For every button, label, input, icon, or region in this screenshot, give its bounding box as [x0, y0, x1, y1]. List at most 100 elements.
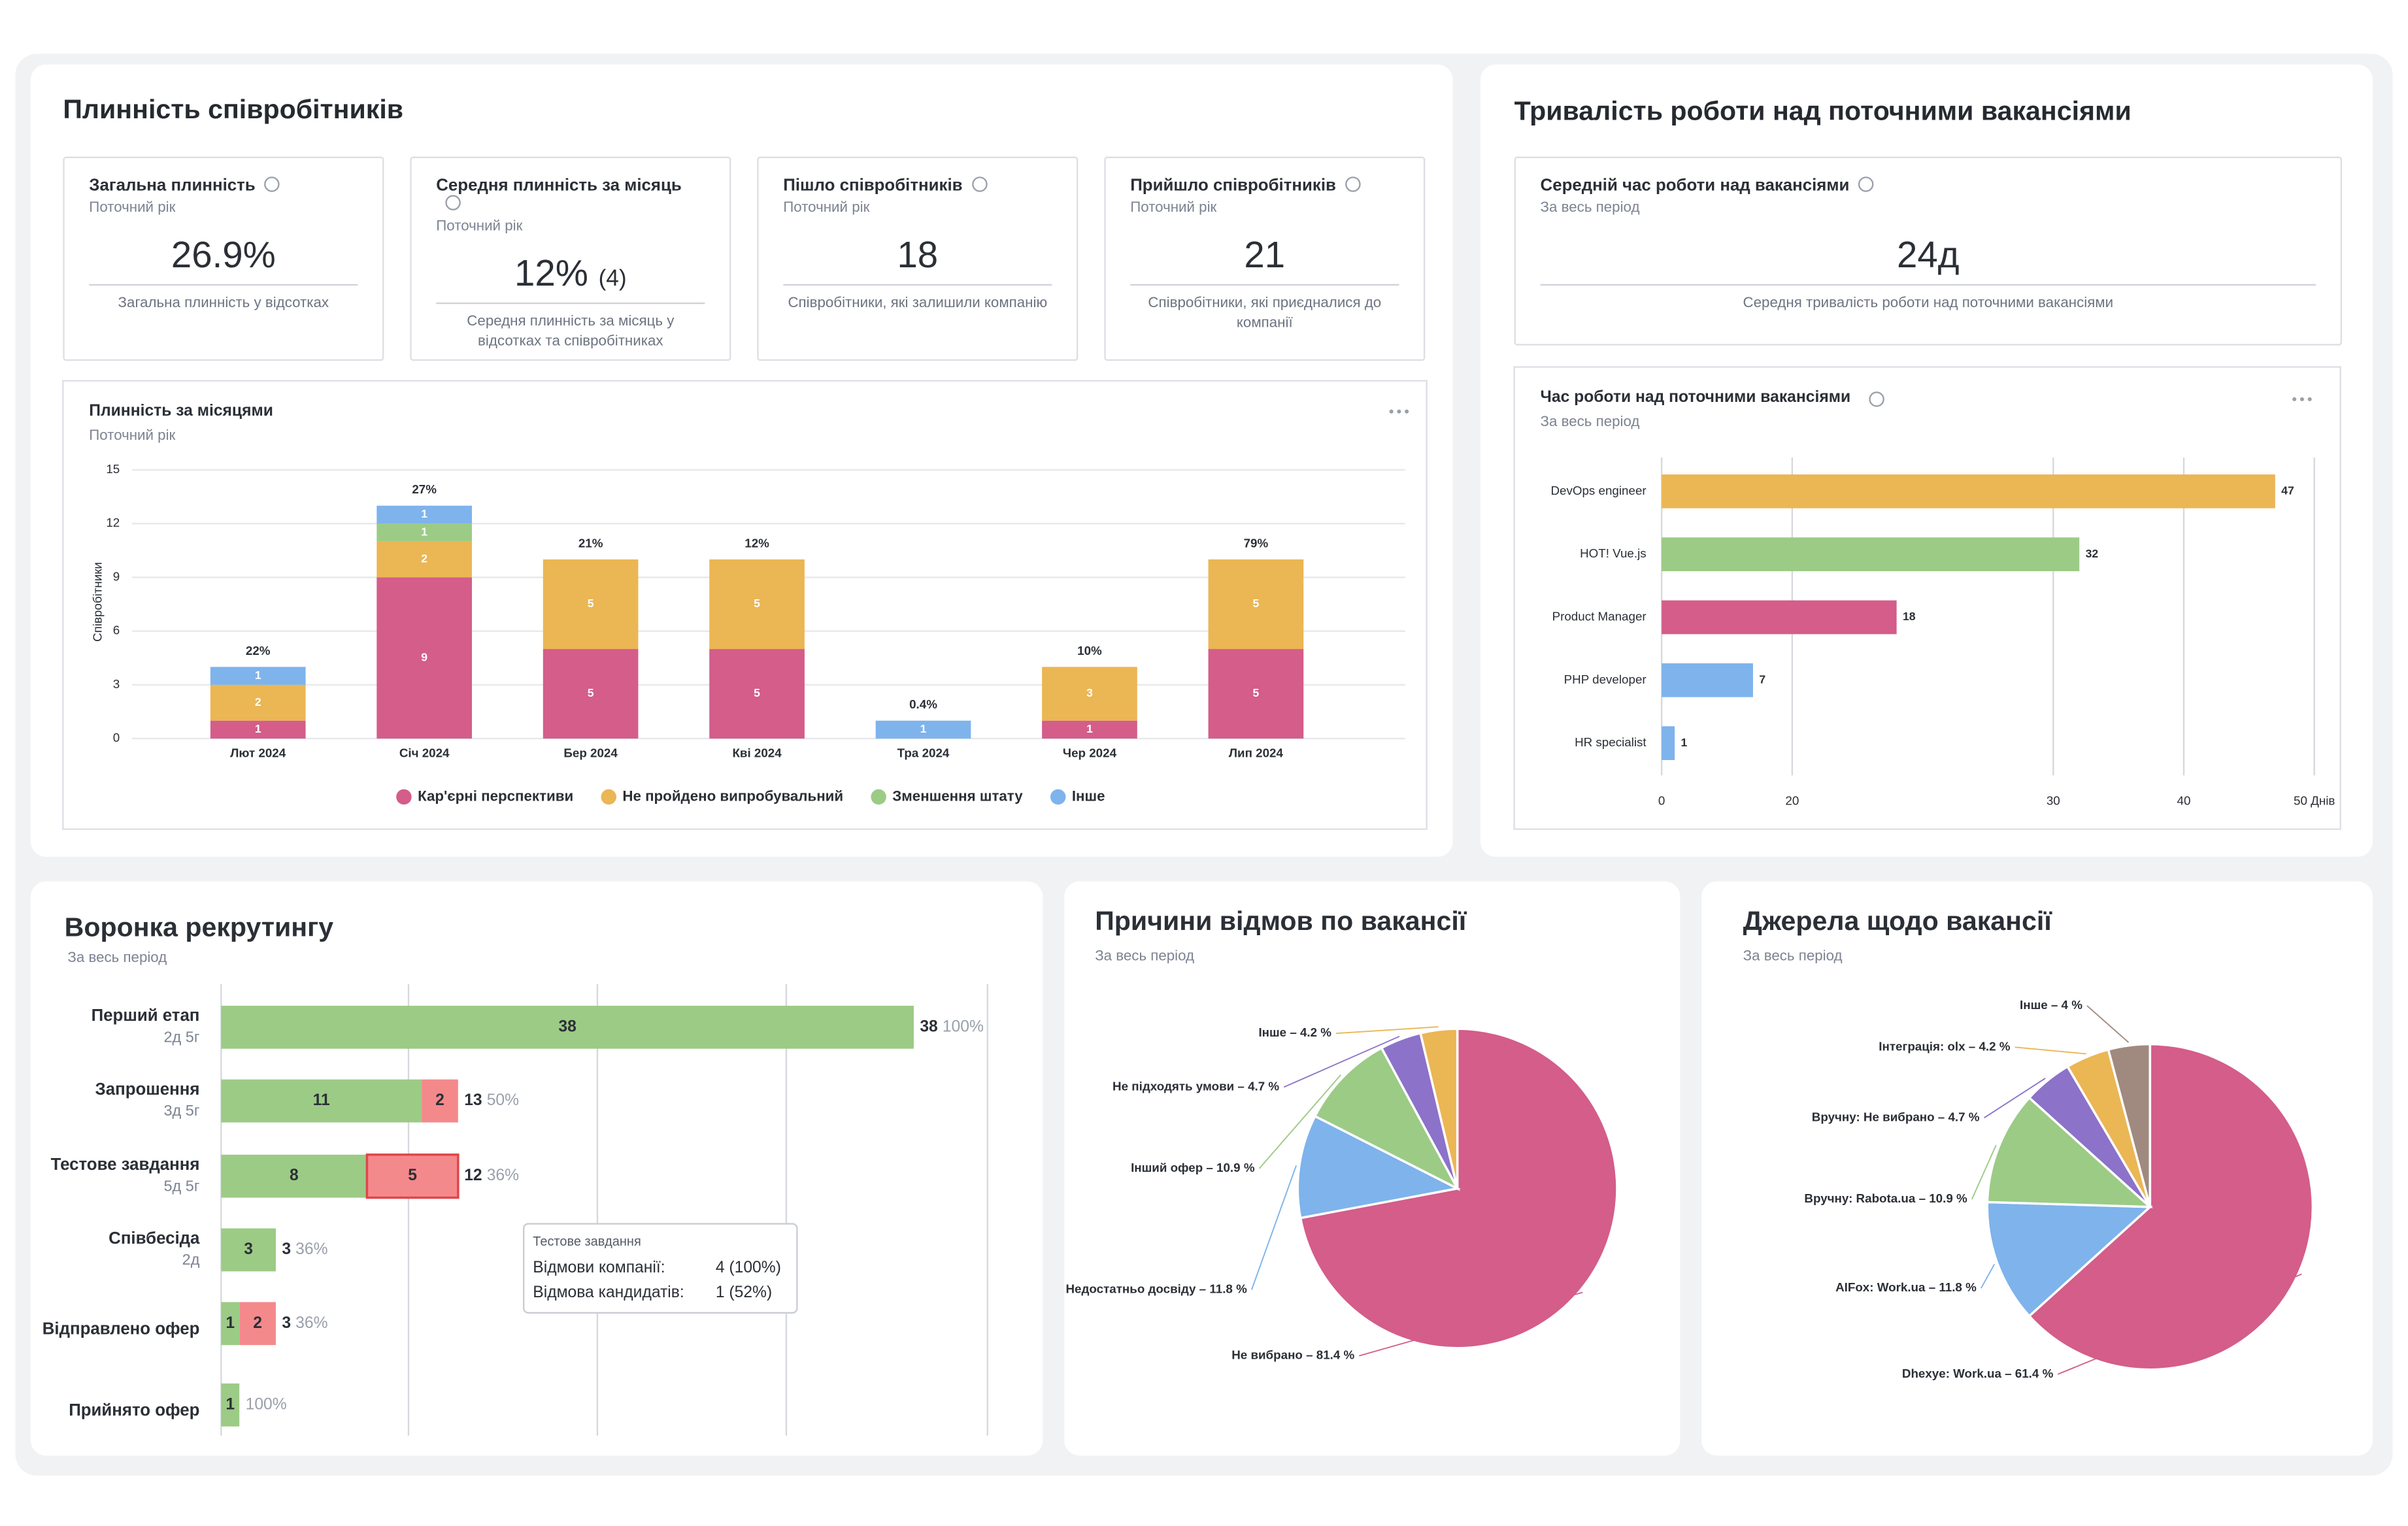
- leader-line: [1359, 1291, 1583, 1357]
- total-label: 13: [464, 1091, 482, 1109]
- pie-slice: [2107, 1042, 2152, 1208]
- value-label: 18: [1903, 610, 1916, 623]
- slice-label: Не вибрано – 81.4 %: [1231, 1348, 1354, 1362]
- kpi-title-text: Середня плинність за місяць: [436, 176, 682, 195]
- segment-label: 1: [920, 722, 927, 735]
- rejected-bar[interactable]: [239, 1302, 276, 1346]
- kpi-title-text: Середній час роботи над вакансіями: [1540, 176, 1850, 195]
- segment-label: 5: [588, 597, 594, 610]
- leader-line: [2057, 1273, 2302, 1375]
- info-icon: [1858, 176, 1875, 192]
- kpi-title-text: Прийшло співробітників: [1130, 176, 1336, 195]
- leader-line: [1971, 1144, 1997, 1200]
- rejected-bar[interactable]: [365, 1153, 460, 1199]
- bar-segment: [543, 559, 639, 650]
- passed-label: 11: [313, 1091, 330, 1109]
- kpi-value-text: 24д: [1896, 235, 1960, 276]
- bar-segment: [875, 720, 971, 739]
- bar: [1662, 537, 2080, 572]
- kpi-period: Поточний рік: [783, 199, 870, 217]
- chart-subtitle: Поточний рік: [89, 427, 175, 443]
- y-axis-label: Співробітники: [90, 562, 104, 642]
- funnel-card: [30, 881, 1043, 1456]
- kpi-value: 18: [783, 235, 1052, 286]
- value-label: 32: [2086, 547, 2099, 560]
- chart-subtitle: За весь період: [1541, 413, 1640, 429]
- pie-slice: [2028, 1042, 2315, 1371]
- x-tick-label: 30: [2047, 793, 2060, 807]
- x-tick-label: 20: [1785, 793, 1799, 807]
- bar-segment: [376, 541, 473, 578]
- kpi-title: Середній час роботи над вакансіями: [1541, 176, 2316, 195]
- kpi-title: Середня плинність за місяць: [436, 176, 705, 213]
- tooltip-title: Тестове завдання: [533, 1235, 641, 1249]
- stage-label: Прийнято офер: [69, 1401, 199, 1419]
- kpi-title-text: Пішло співробітників: [783, 176, 963, 195]
- total-label: 22%: [246, 644, 271, 657]
- category-label: PHP developer: [1564, 672, 1647, 686]
- kpi-value-text: 26.9%: [171, 235, 276, 276]
- y-tick-label: 6: [113, 623, 120, 637]
- info-icon: [1869, 391, 1884, 407]
- kpi-value: 24д: [1540, 235, 2316, 286]
- kpi-period: Поточний рік: [1130, 199, 1217, 217]
- segment-label: 2: [255, 695, 261, 708]
- x-tick-label: Чер 2024: [1063, 746, 1117, 760]
- bar: [1662, 663, 1753, 697]
- rejected-label: 2: [435, 1091, 444, 1109]
- kpi-card: Середній час роботи над вакансіями За вес…: [1514, 156, 2342, 346]
- bar-segment: [210, 684, 306, 721]
- bar-segment: [376, 523, 473, 542]
- total-label: 21%: [578, 536, 603, 550]
- rejected-bar[interactable]: [422, 1079, 458, 1123]
- section-title: Тривалість роботи над поточними вакансія…: [1514, 95, 2132, 126]
- kpi-value-text: 12%: [514, 253, 588, 295]
- percent-label: 36%: [295, 1314, 327, 1332]
- passed-label: 8: [290, 1167, 299, 1184]
- stage-duration: 2д 5г: [164, 1028, 200, 1045]
- kpi-value: 21: [1130, 235, 1399, 286]
- total-label: 3: [282, 1314, 291, 1332]
- stage-label: Відправлено офер: [42, 1319, 200, 1338]
- stage-duration: 3д 5г: [164, 1102, 200, 1119]
- x-tick-label: Кві 2024: [732, 746, 782, 760]
- leader-line: [1258, 1074, 1342, 1169]
- x-tick-label: Січ 2024: [399, 746, 450, 760]
- menu-icon[interactable]: [1389, 409, 1409, 414]
- bar-segment: [709, 649, 805, 739]
- segment-label: 1: [1086, 722, 1093, 735]
- menu-icon[interactable]: [2292, 397, 2312, 401]
- bar-segment: [1208, 559, 1304, 650]
- total-label: 3: [282, 1240, 291, 1258]
- kpi-note: Середня тривалість роботи над поточними …: [1743, 295, 2114, 312]
- total-label: 27%: [412, 482, 437, 496]
- percent-label: 36%: [487, 1167, 519, 1184]
- chart-title: Плинність за місяцями: [89, 402, 273, 420]
- funnel-grid: [220, 984, 988, 1436]
- kpi-value-text: 21: [1244, 235, 1286, 276]
- leader-line: [2086, 1005, 2130, 1043]
- segment-label: 1: [255, 722, 261, 735]
- bar-segment: [210, 667, 306, 685]
- chart-title: Причини відмов по вакансії: [1095, 906, 1467, 936]
- x-tick-label: Бер 2024: [563, 746, 618, 760]
- passed-bar: [221, 1005, 914, 1049]
- segment-label: 5: [754, 686, 760, 699]
- kpi-note: Співробітники, які приєдналися до компан…: [1148, 295, 1382, 332]
- slice-label: Вручну: Rabota.ua – 10.9 %: [1804, 1191, 1967, 1205]
- slice-label: Інтеграція: olx – 4.2 %: [1879, 1039, 2010, 1053]
- total-label: 0.4%: [909, 697, 937, 711]
- category-label: HOT! Vue.js: [1580, 546, 1647, 560]
- total-label: 12%: [744, 536, 769, 550]
- tooltip-label: Відмова кандидатів:: [533, 1284, 684, 1301]
- slice-label: Інше – 4 %: [2020, 998, 2082, 1012]
- chart-subtitle: За весь період: [1095, 948, 1194, 964]
- stage-label: Тестове завдання: [51, 1155, 200, 1174]
- y-tick-label: 12: [106, 516, 120, 529]
- category-label: DevOps engineer: [1550, 484, 1646, 497]
- bar-segment: [376, 505, 473, 524]
- info-icon: [445, 195, 461, 210]
- pie-slice: [1296, 1114, 1462, 1219]
- tooltip-value: 4 (100%): [716, 1259, 781, 1276]
- stage-label: Співбесіда: [109, 1229, 200, 1248]
